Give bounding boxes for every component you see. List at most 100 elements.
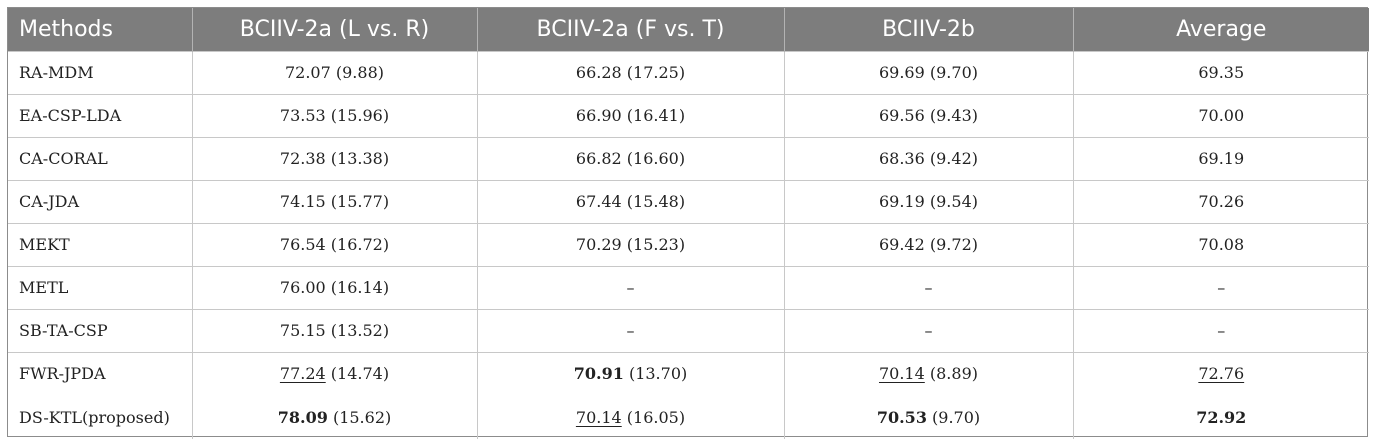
method-name: MEKT <box>8 222 192 266</box>
cell-value: 70.14 <box>878 364 925 384</box>
cell-bciiv-2b: 69.42 (9.72) <box>783 222 1073 266</box>
cell-value: 66.90 <box>575 106 622 125</box>
cell-std-dev: (15.96) <box>325 106 390 125</box>
cell-average: 69.19 <box>1072 136 1369 180</box>
cell-value: – <box>924 278 933 297</box>
cell-average: 69.35 <box>1072 50 1369 94</box>
cell-value: 68.36 <box>878 149 925 168</box>
cell-value: 74.15 <box>279 192 326 211</box>
method-name: CA-CORAL <box>8 136 192 180</box>
cell-value: 70.26 <box>1198 192 1245 211</box>
cell-std-dev: (9.70) <box>926 407 981 427</box>
cell-average: 72.76 <box>1072 351 1369 395</box>
table-row: MEKT 76.54 (16.72) 70.29 (15.23) 69.42 (9.7… <box>8 222 1369 266</box>
cell-value: 70.00 <box>1198 106 1245 125</box>
cell-std-dev: (16.60) <box>621 149 686 168</box>
cell-bciiv-2a-l-vs-r: 72.07 (9.88) <box>191 50 477 94</box>
method-name: METL <box>8 265 192 309</box>
header-methods: Methods <box>19 16 113 42</box>
header-bciiv-2b: BCIIV-2b <box>783 8 1073 51</box>
header-row: Methods BCIIV-2a (L vs. R) BCIIV-2a (F v… <box>8 8 1369 51</box>
cell-value: 69.69 <box>878 63 925 82</box>
results-table-container: Methods BCIIV-2a (L vs. R) BCIIV-2a (F v… <box>7 7 1369 439</box>
cell-value: – <box>924 321 933 340</box>
cell-value: 76.00 <box>279 278 326 297</box>
cell-average: 70.26 <box>1072 179 1369 223</box>
cell-std-dev: (16.05) <box>621 407 686 427</box>
cell-std-dev: (15.23) <box>621 235 686 254</box>
cell-value: 66.28 <box>575 63 622 82</box>
table-row: SB-TA-CSP 75.15 (13.52) – – – <box>8 308 1369 352</box>
cell-bciiv-2a-f-vs-t: – <box>476 265 784 309</box>
cell-bciiv-2b: 69.56 (9.43) <box>783 93 1073 137</box>
cell-std-dev: (15.48) <box>621 192 686 211</box>
cell-bciiv-2a-l-vs-r: 76.00 (16.14) <box>191 265 477 309</box>
table-row: DS-KTL(proposed) 78.09 (15.62) 70.14 (16.0… <box>8 395 1369 439</box>
cell-average: 72.92 <box>1072 395 1369 439</box>
method-name: EA-CSP-LDA <box>8 93 192 137</box>
cell-bciiv-2a-f-vs-t: 70.29 (15.23) <box>476 222 784 266</box>
cell-value: 69.19 <box>1198 149 1245 168</box>
cell-value: 73.53 <box>279 106 326 125</box>
cell-std-dev: (9.70) <box>924 63 978 82</box>
cell-bciiv-2b: 70.53 (9.70) <box>783 395 1073 439</box>
cell-value: 70.14 <box>575 407 622 427</box>
cell-bciiv-2b: 70.14 (8.89) <box>783 351 1073 395</box>
cell-value: – <box>1217 321 1226 340</box>
cell-bciiv-2a-f-vs-t: – <box>476 308 784 352</box>
cell-std-dev: (15.62) <box>327 407 392 427</box>
cell-bciiv-2a-f-vs-t: 70.14 (16.05) <box>476 395 784 439</box>
table-header: Methods BCIIV-2a (L vs. R) BCIIV-2a (F v… <box>8 8 1369 51</box>
cell-std-dev: (9.54) <box>924 192 978 211</box>
cell-std-dev: (16.14) <box>325 278 390 297</box>
cell-bciiv-2a-l-vs-r: 74.15 (15.77) <box>191 179 477 223</box>
method-name: DS-KTL(proposed) <box>19 407 170 427</box>
cell-value: 69.35 <box>1198 63 1245 82</box>
cell-value: 69.56 <box>878 106 925 125</box>
cell-value: 69.42 <box>878 235 925 254</box>
table-row: RA-MDM 72.07 (9.88) 66.28 (17.25) 69.69 (9.… <box>8 50 1369 94</box>
cell-bciiv-2a-f-vs-t: 70.91 (13.70) <box>476 351 784 395</box>
cell-value: 78.09 <box>277 407 328 427</box>
cell-value: 67.44 <box>575 192 622 211</box>
cell-std-dev: (14.74) <box>325 364 390 384</box>
cell-value: 72.76 <box>1198 364 1245 384</box>
cell-bciiv-2a-f-vs-t: 66.90 (16.41) <box>476 93 784 137</box>
cell-value: 69.19 <box>878 192 925 211</box>
cell-bciiv-2a-f-vs-t: 66.82 (16.60) <box>476 136 784 180</box>
cell-value: 70.29 <box>575 235 622 254</box>
cell-bciiv-2b: 69.69 (9.70) <box>783 50 1073 94</box>
method-name: FWR-JPDA <box>8 351 192 395</box>
cell-std-dev: (16.41) <box>621 106 686 125</box>
cell-value: 70.53 <box>876 407 927 427</box>
header-bciiv-2a-l-vs-r: BCIIV-2a (L vs. R) <box>191 8 477 51</box>
cell-average: 70.08 <box>1072 222 1369 266</box>
header-bciiv-2a-f-vs-t: BCIIV-2a (F vs. T) <box>476 8 784 51</box>
cell-value: – <box>626 321 635 340</box>
cell-value: – <box>626 278 635 297</box>
cell-std-dev: (13.52) <box>325 321 390 340</box>
cell-average: – <box>1072 308 1369 352</box>
cell-value: – <box>1217 278 1226 297</box>
cell-bciiv-2b: 68.36 (9.42) <box>783 136 1073 180</box>
method-name: RA-MDM <box>8 50 192 94</box>
cell-bciiv-2b: 69.19 (9.54) <box>783 179 1073 223</box>
cell-bciiv-2a-f-vs-t: 67.44 (15.48) <box>476 179 784 223</box>
table-row: CA-JDA 74.15 (15.77) 67.44 (15.48) 69.19 (9… <box>8 179 1369 223</box>
cell-value: 75.15 <box>279 321 326 340</box>
header-average: Average <box>1072 8 1369 51</box>
cell-bciiv-2b: – <box>783 308 1073 352</box>
cell-bciiv-2a-l-vs-r: 73.53 (15.96) <box>191 93 477 137</box>
table-row: CA-CORAL 72.38 (13.38) 66.82 (16.60) 68.36 … <box>8 136 1369 180</box>
table-row: EA-CSP-LDA 73.53 (15.96) 66.90 (16.41) 69.5… <box>8 93 1369 137</box>
cell-bciiv-2a-l-vs-r: 76.54 (16.72) <box>191 222 477 266</box>
cell-average: – <box>1072 265 1369 309</box>
cell-std-dev: (9.42) <box>924 149 978 168</box>
cell-std-dev: (9.72) <box>924 235 978 254</box>
cell-std-dev: (17.25) <box>621 63 686 82</box>
cell-std-dev: (9.88) <box>330 63 384 82</box>
cell-std-dev: (13.38) <box>325 149 390 168</box>
cell-std-dev: (15.77) <box>325 192 390 211</box>
cell-value: 77.24 <box>279 364 326 384</box>
cell-std-dev: (13.70) <box>623 364 688 384</box>
